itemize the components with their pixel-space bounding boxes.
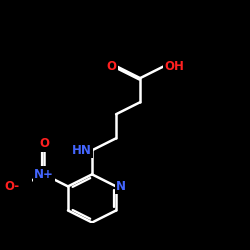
- Text: O: O: [106, 60, 116, 72]
- Text: N+: N+: [34, 168, 54, 181]
- Text: O: O: [39, 137, 49, 150]
- Text: HN: HN: [72, 144, 92, 157]
- Text: O-: O-: [5, 180, 20, 193]
- Text: OH: OH: [164, 60, 184, 72]
- Text: N: N: [116, 180, 126, 193]
